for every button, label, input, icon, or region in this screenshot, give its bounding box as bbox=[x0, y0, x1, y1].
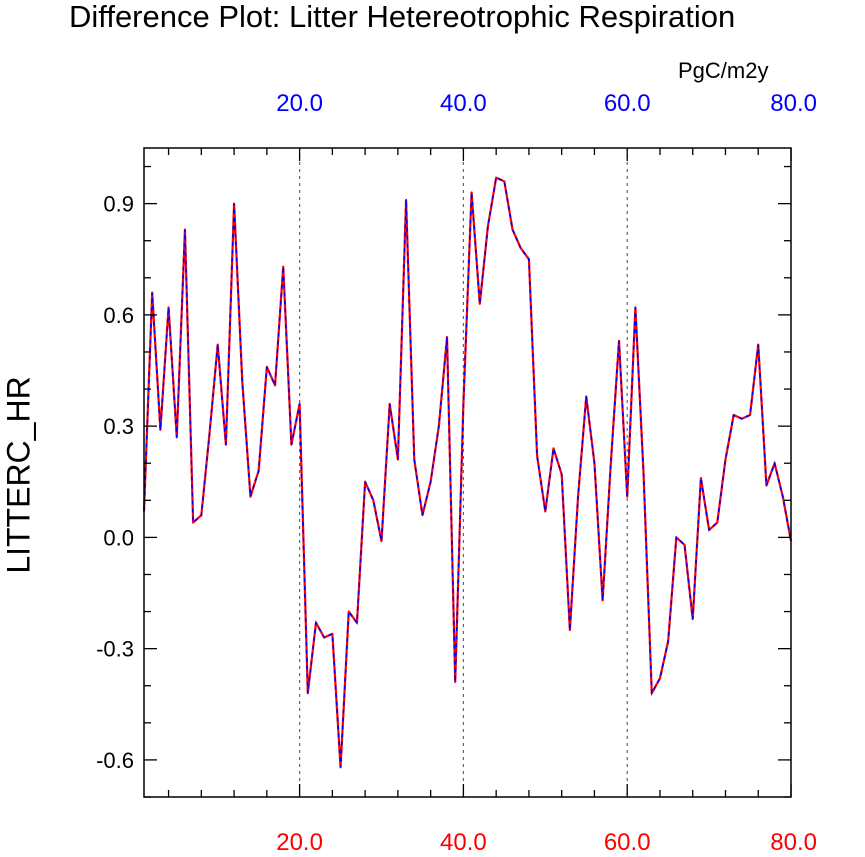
x-tick-label-top: 80.0 bbox=[770, 90, 817, 117]
series-layer bbox=[142, 176, 793, 769]
ticks-layer: 0.9 0.6 0.3 0.0 -0.3 -0.6 20.0 40.0 60.0 80.0 20.0… bbox=[96, 90, 817, 856]
units-label: PgC/m2y bbox=[678, 58, 769, 83]
y-tick-label: 0.9 bbox=[103, 192, 134, 217]
y-tick-label: 0.6 bbox=[103, 303, 134, 328]
x-tick-label-bottom: 40.0 bbox=[440, 829, 487, 856]
x-tick-label-bottom: 60.0 bbox=[604, 829, 651, 856]
y-tick-label: -0.6 bbox=[96, 748, 134, 773]
series-line-blue-dashed bbox=[143, 176, 792, 768]
x-tick-label-top: 20.0 bbox=[276, 90, 323, 117]
x-tick-label-top: 40.0 bbox=[440, 90, 487, 117]
x-tick-label-bottom: 80.0 bbox=[770, 829, 817, 856]
x-tick-label-top: 60.0 bbox=[604, 90, 651, 117]
reference-lines bbox=[299, 148, 628, 797]
x-tick-label-bottom: 20.0 bbox=[276, 829, 323, 856]
y-tick-label: -0.3 bbox=[96, 637, 134, 662]
series-line-red bbox=[142, 176, 793, 769]
y-tick-label: 0.0 bbox=[103, 525, 134, 550]
chart-title: Difference Plot: Litter Hetereotrophic R… bbox=[69, 0, 736, 34]
plot-frame bbox=[143, 147, 792, 798]
y-tick-label: 0.3 bbox=[103, 414, 134, 439]
